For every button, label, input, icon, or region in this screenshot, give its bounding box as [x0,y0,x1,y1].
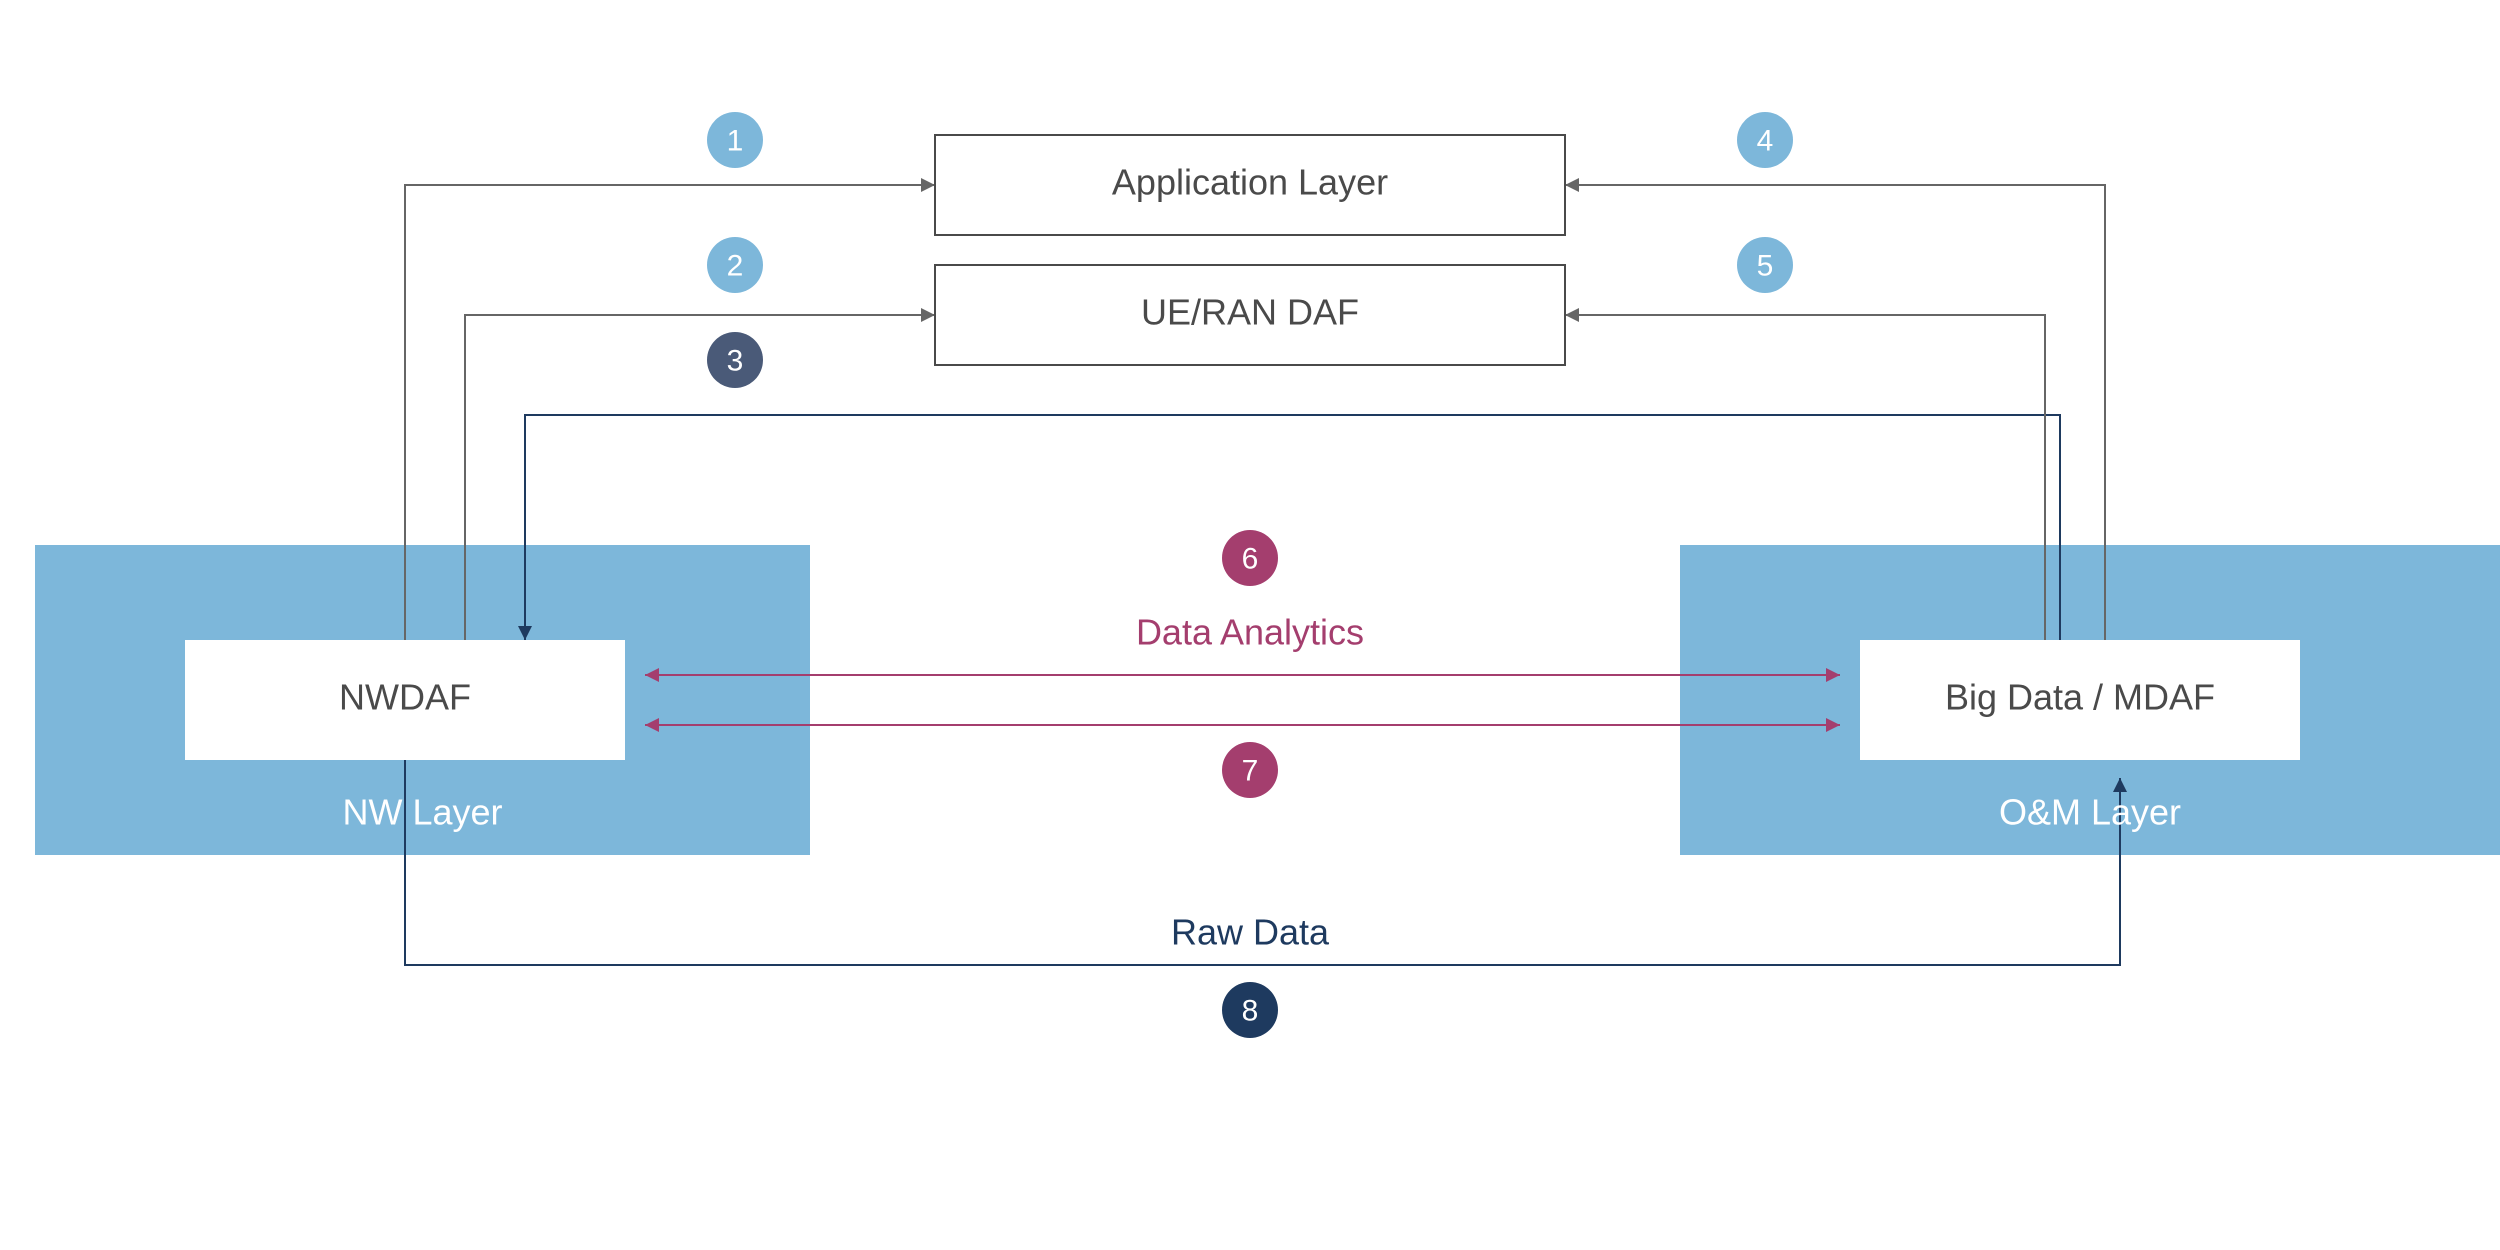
badge-8-label: 8 [1242,995,1259,1028]
layer-om-label: O&M Layer [1999,792,2181,833]
badge-7-label: 7 [1242,755,1259,788]
box-nwdaf-label: NWDAF [339,677,471,718]
label-data_analytics: Data Analytics [1136,612,1364,653]
label-raw_data: Raw Data [1171,912,1330,953]
badge-2-label: 2 [727,250,744,283]
box-bigdata-label: Big Data / MDAF [1945,677,2215,718]
box-app_layer-label: Application Layer [1112,162,1388,203]
diagram-stage: Application Layer UE/RAN DAF NWDAF Big Data… [0,0,2500,1250]
badge-1-label: 1 [727,125,744,158]
layer-nw-label: NW Layer [342,792,502,833]
badge-3-label: 3 [727,345,744,378]
box-ue_ran-label: UE/RAN DAF [1141,292,1359,333]
diagram-svg: Application Layer UE/RAN DAF NWDAF Big Data… [0,0,2500,1250]
badge-5-label: 5 [1757,250,1774,283]
badge-6-label: 6 [1242,543,1259,576]
badge-4-label: 4 [1757,125,1774,158]
